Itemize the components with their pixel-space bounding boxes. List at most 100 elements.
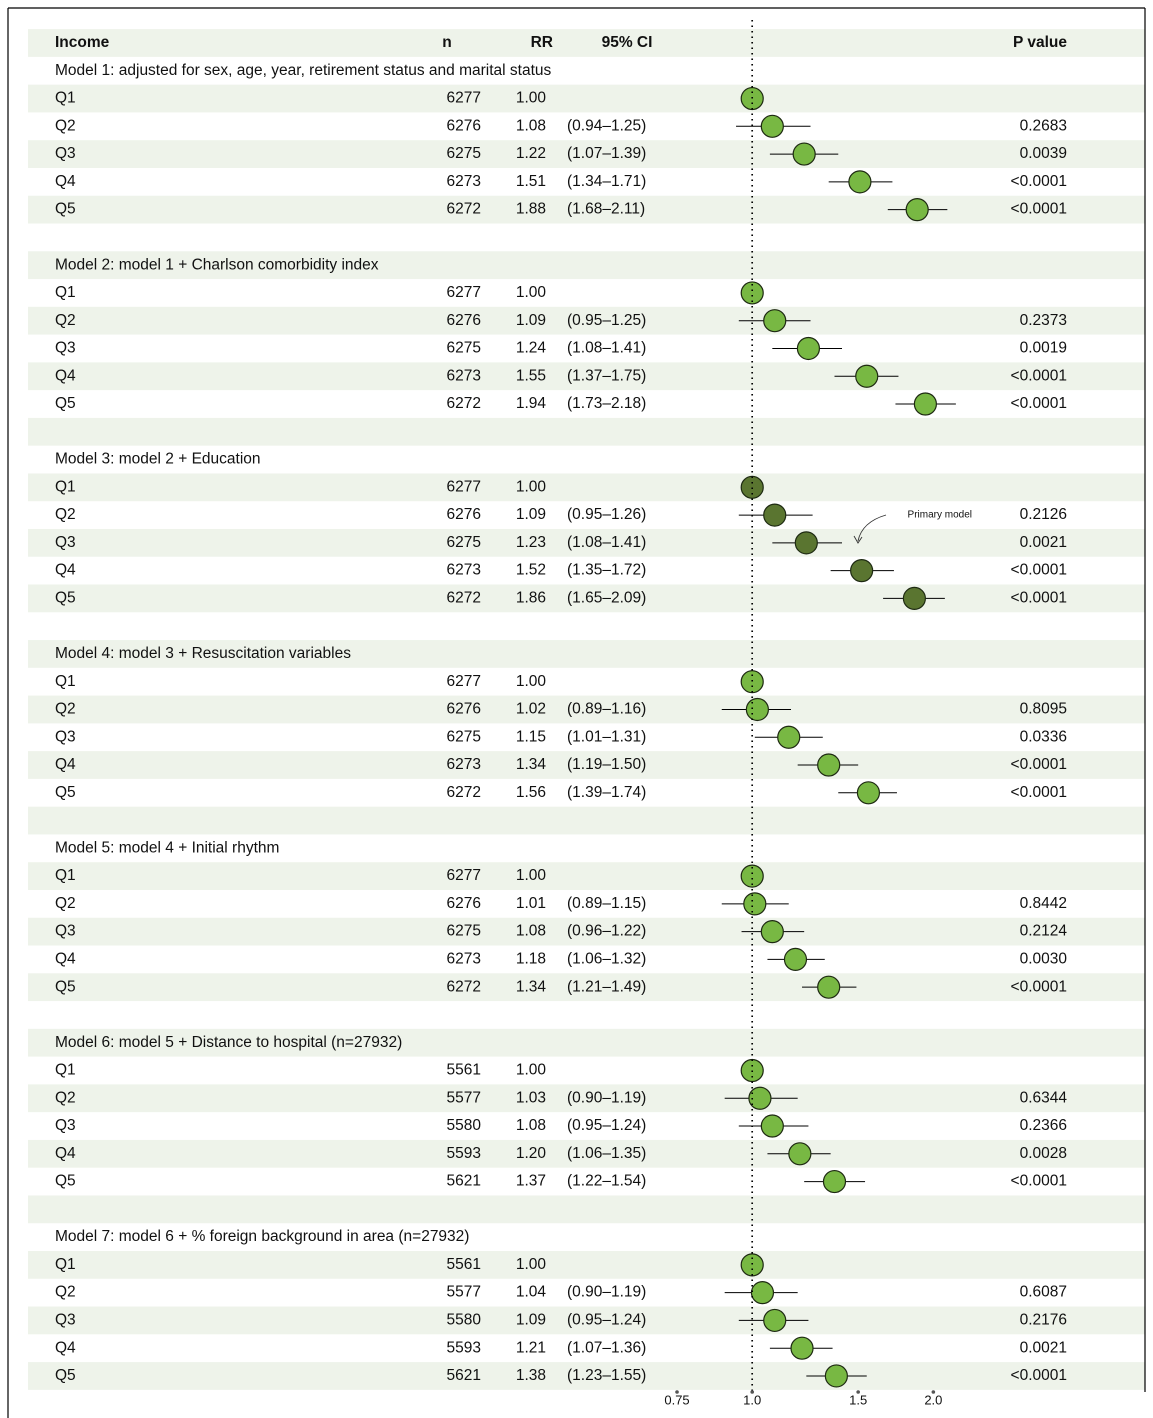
category-label: Q1	[55, 90, 76, 107]
stripe	[28, 417, 1145, 446]
n-value: 6275	[447, 340, 481, 357]
n-value: 6277	[447, 284, 481, 301]
stripe	[28, 640, 1145, 668]
rr-label: 1.03	[516, 1089, 546, 1106]
category-label: Q2	[55, 506, 76, 523]
rr-point	[783, 947, 808, 972]
row-stripes	[28, 29, 1145, 1390]
rr-point	[905, 198, 929, 222]
p-value: <0.0001	[1011, 201, 1067, 218]
p-value: 0.0336	[1020, 728, 1067, 745]
stripe	[28, 362, 1145, 391]
n-value: 5621	[447, 1173, 481, 1190]
category-label: Q5	[55, 1173, 76, 1190]
ci-label: (1.19–1.50)	[567, 756, 646, 773]
header-rr: RR	[531, 34, 553, 51]
ci-label: (1.06–1.35)	[567, 1145, 646, 1162]
stripe	[28, 306, 1145, 335]
category-label: Q3	[55, 728, 76, 745]
ci-label: (0.95–1.26)	[567, 506, 646, 523]
rr-label: 1.34	[516, 756, 547, 773]
rr-label: 1.34	[516, 978, 547, 995]
category-label: Q2	[55, 312, 76, 329]
rr-label: 1.37	[516, 1173, 546, 1190]
header-p: P value	[1013, 34, 1067, 51]
stripe	[28, 84, 1145, 113]
annotation: Primary model	[908, 510, 972, 521]
rr-label: 1.00	[516, 478, 547, 495]
p-value: 0.6087	[1020, 1284, 1067, 1301]
stripe	[28, 1139, 1145, 1168]
n-value: 6272	[447, 395, 481, 412]
n-value: 5561	[447, 1256, 481, 1273]
category-label: Q2	[55, 701, 76, 718]
ci-label: (1.07–1.36)	[567, 1339, 646, 1356]
p-value: 0.6344	[1020, 1089, 1068, 1106]
p-value: 0.0019	[1020, 340, 1067, 357]
n-value: 6277	[447, 867, 481, 884]
category-label: Q4	[55, 1145, 76, 1162]
n-value: 6275	[447, 534, 481, 551]
rr-label: 1.00	[516, 867, 547, 884]
rr-label: 1.86	[516, 589, 546, 606]
category-label: Q5	[55, 978, 76, 995]
category-label: Q2	[55, 1089, 76, 1106]
n-value: 5580	[447, 1312, 482, 1329]
rr-label: 1.09	[516, 506, 546, 523]
rr-point	[913, 392, 937, 416]
p-value: <0.0001	[1011, 173, 1067, 190]
group-title: Model 1: adjusted for sex, age, year, re…	[55, 62, 551, 79]
category-label: Q1	[55, 867, 76, 884]
rr-label: 1.38	[516, 1367, 546, 1384]
x-tick-label: 0.75	[664, 1392, 689, 1407]
rr-label: 1.04	[516, 1284, 547, 1301]
category-label: Q3	[55, 1117, 76, 1134]
stripe	[28, 528, 1145, 557]
stripe	[28, 1028, 1145, 1057]
ci-label: (1.23–1.55)	[567, 1367, 646, 1384]
n-value: 6272	[447, 201, 481, 218]
category-label: Q3	[55, 534, 76, 551]
n-value: 6276	[447, 895, 481, 912]
ci-label: (0.95–1.25)	[567, 312, 646, 329]
category-label: Q1	[55, 478, 76, 495]
n-value: 6276	[447, 506, 481, 523]
p-value: <0.0001	[1011, 756, 1067, 773]
n-value: 5577	[447, 1284, 481, 1301]
category-label: Q5	[55, 395, 76, 412]
rr-point	[796, 336, 821, 361]
ci-label: (1.01–1.31)	[567, 728, 646, 745]
p-value: <0.0001	[1011, 1367, 1067, 1384]
rr-point	[750, 1281, 775, 1305]
rr-point	[760, 1114, 784, 1138]
p-value: 0.2124	[1020, 923, 1068, 940]
rr-label: 1.88	[516, 201, 546, 218]
category-label: Q3	[55, 145, 76, 162]
rr-label: 1.00	[516, 284, 547, 301]
n-value: 6273	[447, 562, 481, 579]
rr-point	[760, 920, 784, 944]
ci-label: (1.07–1.39)	[567, 145, 646, 162]
p-value: <0.0001	[1011, 589, 1067, 606]
header-label: Income	[55, 34, 110, 51]
n-value: 6277	[447, 673, 481, 690]
ci-label: (1.34–1.71)	[567, 173, 646, 190]
category-label: Q3	[55, 923, 76, 940]
p-value: 0.8442	[1020, 895, 1067, 912]
rr-label: 1.56	[516, 784, 546, 801]
category-label: Q4	[55, 951, 76, 968]
rr-point	[745, 697, 769, 722]
ci-label: (0.90–1.19)	[567, 1284, 646, 1301]
category-label: Q1	[55, 673, 76, 690]
rr-point	[740, 670, 764, 694]
rr-point	[848, 170, 872, 194]
stripe	[28, 1362, 1145, 1390]
stripe	[28, 806, 1145, 835]
rr-point	[777, 725, 801, 749]
rr-label: 1.00	[516, 90, 547, 107]
header-n: n	[442, 34, 451, 51]
p-value: 0.8095	[1020, 701, 1067, 718]
rr-label: 1.08	[516, 923, 546, 940]
ci-label: (1.73–2.18)	[567, 395, 646, 412]
n-value: 6276	[447, 312, 481, 329]
